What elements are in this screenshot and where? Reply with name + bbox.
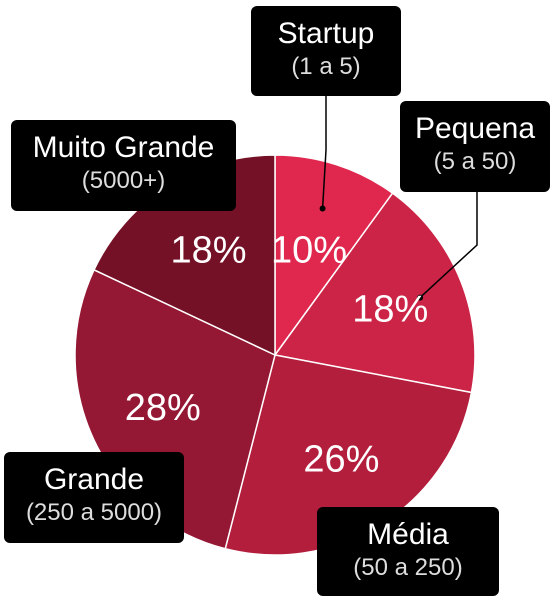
callout-startup: Startup (1 a 5): [251, 6, 401, 96]
callout-range-pequena: (5 a 50): [433, 148, 517, 175]
pct-label-pequena: 18%: [352, 288, 428, 330]
callout-grande: Grande (250 a 5000): [4, 452, 184, 543]
callout-range-muito-grande: (5000+): [81, 167, 166, 194]
leader-pequena: [419, 192, 478, 299]
leader-startup: [321, 96, 327, 209]
callout-range-media: (50 a 250): [353, 554, 463, 581]
callout-media: Média (50 a 250): [317, 507, 499, 596]
callout-muito-grande: Muito Grande (5000+): [11, 120, 236, 211]
callout-range-startup: (1 a 5): [291, 53, 361, 80]
callout-pequena: Pequena (5 a 50): [400, 101, 550, 192]
pct-label-startup: 10%: [271, 229, 347, 271]
leader-pequena-dot: [417, 294, 424, 301]
slice-startup: [274, 154, 394, 358]
callout-label-muito-grande: Muito Grande: [32, 131, 215, 164]
pct-label-grande: 28%: [125, 387, 201, 429]
callout-label-startup: Startup: [277, 17, 375, 50]
callout-label-media: Média: [367, 518, 449, 551]
callout-range-grande: (250 a 5000): [25, 499, 163, 526]
pct-label-media: 26%: [303, 439, 379, 481]
leader-startup-dot: [319, 205, 326, 212]
callout-label-grande: Grande: [43, 463, 145, 496]
callout-label-pequena: Pequena: [414, 112, 536, 145]
pct-label-muito-grande: 18%: [171, 229, 247, 271]
slice-pequena: [273, 192, 476, 394]
